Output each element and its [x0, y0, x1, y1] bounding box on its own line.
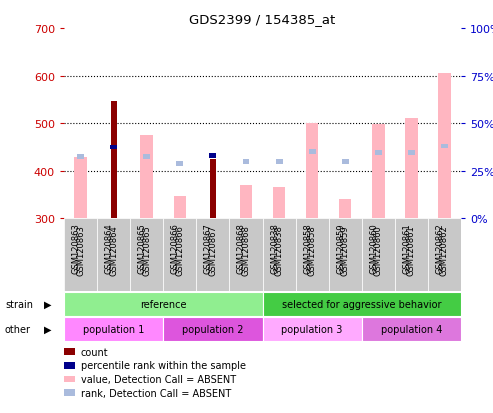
- Text: GSM120859: GSM120859: [341, 225, 350, 275]
- Text: population 2: population 2: [182, 324, 244, 334]
- Bar: [408, 151, 415, 156]
- Text: GSM120862: GSM120862: [435, 223, 444, 273]
- Bar: [362, 219, 395, 291]
- Text: population 3: population 3: [282, 324, 343, 334]
- Bar: [163, 219, 196, 291]
- Text: GSM120864: GSM120864: [109, 225, 118, 275]
- Text: strain: strain: [5, 299, 33, 309]
- Text: population 4: population 4: [381, 324, 442, 334]
- Text: GSM120838: GSM120838: [275, 225, 283, 275]
- Bar: [273, 188, 285, 219]
- Bar: [309, 150, 316, 155]
- Text: ▶: ▶: [44, 299, 52, 309]
- Text: GSM120861: GSM120861: [407, 225, 416, 275]
- Text: GSM120866: GSM120866: [171, 223, 180, 273]
- Bar: [296, 219, 329, 291]
- Bar: [210, 159, 216, 219]
- Text: GSM120859: GSM120859: [336, 223, 345, 273]
- Text: GSM120867: GSM120867: [209, 225, 217, 275]
- Bar: [176, 162, 183, 167]
- Bar: [243, 159, 249, 164]
- Text: GSM120866: GSM120866: [176, 225, 184, 275]
- Bar: [196, 219, 229, 291]
- Text: GSM120838: GSM120838: [270, 223, 279, 273]
- Bar: [276, 159, 282, 164]
- Text: GSM120867: GSM120867: [204, 223, 213, 273]
- Text: GSM120868: GSM120868: [242, 225, 250, 275]
- Bar: [428, 219, 461, 291]
- Text: GSM120863: GSM120863: [71, 223, 81, 273]
- Bar: [163, 317, 263, 341]
- Bar: [329, 219, 362, 291]
- Bar: [141, 136, 153, 219]
- Bar: [262, 219, 296, 291]
- Text: ▶: ▶: [44, 324, 52, 334]
- Bar: [74, 157, 87, 219]
- Text: GSM120865: GSM120865: [142, 225, 151, 275]
- Bar: [339, 200, 352, 219]
- Text: percentile rank within the sample: percentile rank within the sample: [81, 361, 246, 370]
- Text: rank, Detection Call = ABSENT: rank, Detection Call = ABSENT: [81, 388, 231, 398]
- Text: GSM120863: GSM120863: [76, 225, 85, 275]
- Bar: [110, 145, 117, 150]
- Text: GSM120858: GSM120858: [303, 223, 312, 273]
- Text: GSM120858: GSM120858: [308, 225, 317, 275]
- Bar: [143, 155, 150, 159]
- Text: GSM120860: GSM120860: [374, 225, 383, 275]
- Text: reference: reference: [140, 299, 186, 309]
- Text: GSM120862: GSM120862: [440, 225, 449, 275]
- Bar: [263, 292, 461, 316]
- Text: other: other: [5, 324, 31, 334]
- Bar: [97, 219, 130, 291]
- Bar: [77, 155, 84, 159]
- Bar: [64, 219, 97, 291]
- Title: GDS2399 / 154385_at: GDS2399 / 154385_at: [189, 13, 336, 26]
- Bar: [395, 219, 428, 291]
- Text: GSM120865: GSM120865: [138, 223, 147, 273]
- Text: GSM120860: GSM120860: [369, 223, 378, 273]
- Bar: [210, 154, 216, 159]
- Bar: [375, 151, 382, 156]
- Bar: [240, 186, 252, 219]
- Bar: [64, 317, 163, 341]
- Bar: [441, 144, 448, 149]
- Bar: [362, 317, 461, 341]
- Bar: [229, 219, 263, 291]
- Bar: [438, 74, 451, 219]
- Bar: [174, 196, 186, 219]
- Text: population 1: population 1: [83, 324, 144, 334]
- Text: GSM120868: GSM120868: [237, 223, 246, 273]
- Text: count: count: [81, 347, 108, 357]
- Bar: [342, 159, 349, 164]
- Bar: [130, 219, 163, 291]
- Bar: [306, 124, 318, 219]
- Bar: [372, 125, 385, 219]
- Bar: [64, 292, 263, 316]
- Text: value, Detection Call = ABSENT: value, Detection Call = ABSENT: [81, 374, 236, 384]
- Bar: [263, 317, 362, 341]
- Text: GSM120864: GSM120864: [105, 223, 114, 273]
- Bar: [111, 102, 117, 219]
- Text: selected for aggressive behavior: selected for aggressive behavior: [282, 299, 442, 309]
- Text: GSM120861: GSM120861: [402, 223, 411, 273]
- Bar: [405, 119, 418, 219]
